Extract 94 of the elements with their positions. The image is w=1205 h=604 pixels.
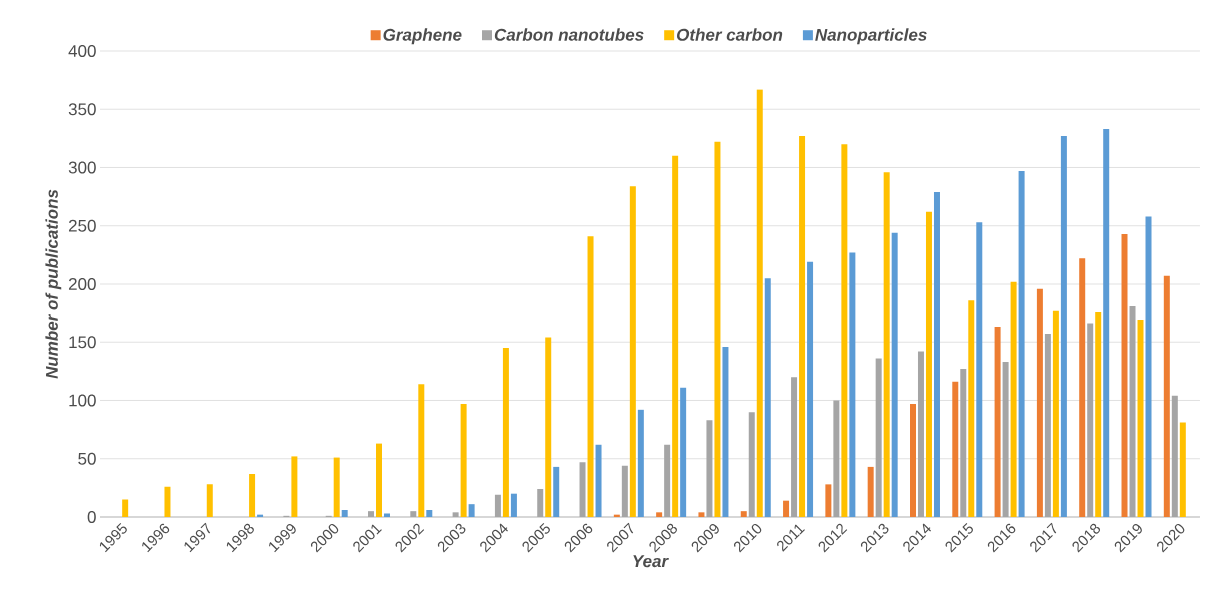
bar <box>714 141 721 517</box>
bar <box>1171 395 1178 517</box>
bar <box>376 443 382 517</box>
bar <box>664 444 671 517</box>
bar <box>1145 216 1152 517</box>
bar <box>764 278 771 517</box>
y-tick-label: 350 <box>68 103 96 116</box>
bar <box>1179 422 1186 517</box>
bar <box>825 484 832 517</box>
bar <box>341 510 348 517</box>
bar <box>799 136 806 517</box>
bar <box>841 144 848 517</box>
bar <box>672 155 679 517</box>
legend-label: Graphene <box>383 28 462 45</box>
bar <box>384 513 390 517</box>
bar <box>1002 362 1009 517</box>
bar <box>621 465 628 517</box>
bar <box>426 510 433 517</box>
bar <box>1018 170 1025 517</box>
legend-label: Carbon nanotubes <box>494 28 644 41</box>
x-axis-title: Year <box>633 555 669 568</box>
bar <box>698 512 705 517</box>
y-tick-label: 150 <box>69 336 96 349</box>
bar <box>579 462 586 517</box>
bar <box>1121 233 1128 517</box>
bar <box>1052 310 1059 517</box>
bar <box>1137 320 1144 517</box>
bar <box>917 351 924 517</box>
y-tick-label: 300 <box>68 161 96 174</box>
bar <box>1163 275 1170 517</box>
bar <box>807 261 814 517</box>
bar <box>164 486 171 517</box>
bar <box>510 493 517 517</box>
bar <box>968 300 975 517</box>
bar <box>494 494 501 517</box>
bar <box>849 252 856 517</box>
bar <box>595 444 602 517</box>
legend-label: Nanoparticles <box>815 28 927 45</box>
bar <box>587 236 594 517</box>
bar <box>206 484 213 517</box>
bar <box>537 489 544 517</box>
bar <box>468 504 475 517</box>
bar <box>748 412 755 517</box>
bar <box>629 186 636 517</box>
y-tick-label: 400 <box>68 44 96 58</box>
bar <box>722 346 729 517</box>
bar <box>333 457 340 517</box>
bar <box>960 369 967 517</box>
bar <box>1060 136 1067 517</box>
bar <box>783 500 790 517</box>
bar <box>249 473 256 517</box>
bar <box>706 420 713 517</box>
bar <box>952 381 959 517</box>
bar <box>680 387 687 517</box>
bar <box>502 348 509 517</box>
bar <box>1087 323 1094 517</box>
bar <box>883 172 890 517</box>
bar <box>460 403 467 517</box>
bar <box>976 222 983 517</box>
bar <box>875 358 882 517</box>
bar <box>1129 306 1136 517</box>
bar <box>933 191 940 517</box>
bar <box>925 211 932 517</box>
bar <box>553 466 560 517</box>
bar <box>122 499 129 517</box>
bar <box>656 512 663 517</box>
bar <box>410 511 417 517</box>
bar <box>637 409 644 517</box>
bar <box>452 512 459 517</box>
bar <box>1103 129 1110 517</box>
y-tick-label: 250 <box>68 219 96 232</box>
bar <box>909 403 916 517</box>
legend-label: Other carbon <box>677 28 783 41</box>
bar <box>756 89 763 517</box>
y-axis-title: Number of publications <box>45 189 62 379</box>
bar <box>1044 334 1051 517</box>
bar <box>994 327 1001 517</box>
bar <box>740 511 747 517</box>
bar <box>891 232 898 517</box>
y-tick-label: 0 <box>87 510 96 524</box>
y-tick-label: 50 <box>78 452 96 465</box>
bar <box>291 456 298 517</box>
bar <box>1036 288 1043 517</box>
bar <box>833 400 840 517</box>
bar <box>368 511 374 517</box>
bar <box>418 384 425 517</box>
y-tick-label: 100 <box>69 394 96 407</box>
bar <box>545 337 552 517</box>
bar <box>1010 281 1017 517</box>
bar <box>791 377 798 517</box>
bar <box>867 466 874 517</box>
bar <box>1079 258 1086 517</box>
y-tick-label: 200 <box>68 277 96 291</box>
bar <box>1095 311 1102 517</box>
